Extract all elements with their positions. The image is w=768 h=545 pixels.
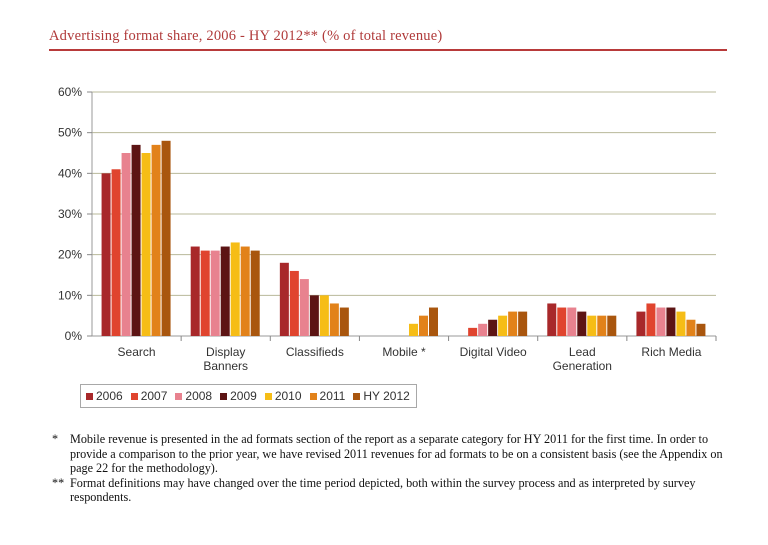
legend-swatch [86,392,93,400]
bar [419,315,428,336]
legend-label: 2010 [274,389,302,403]
bar [220,246,230,336]
y-tick-label: 20% [58,248,82,262]
chart-title: Advertising format share, 2006 - HY 2012… [49,28,443,44]
y-tick-label: 50% [58,126,82,140]
footnotes: * Mobile revenue is presented in the ad f… [52,432,732,505]
x-tick-label: Lead [569,345,596,359]
x-tick-label: Digital Video [460,345,527,359]
bar [518,311,528,336]
y-tick-label: 10% [58,288,82,302]
cropped-header-text [130,0,590,4]
bar [676,311,686,336]
chart-legend: 2006 2007 2008 2009 2010 2011 HY 2012 [80,384,417,408]
bars [101,140,706,336]
gridlines [91,91,716,337]
bar [567,307,577,336]
footnote-marker: * [52,432,59,446]
legend-item: 2006 [86,389,123,403]
bar [686,319,696,336]
legend-label: 2011 [319,389,346,403]
bar [478,323,488,336]
footnote: ** Format definitions may have changed ov… [52,476,732,505]
x-tick-label: Display [206,345,245,359]
bar [190,246,200,336]
bar [607,315,617,336]
bar [577,311,587,336]
bar [468,327,478,336]
legend-label: 2006 [96,389,123,403]
x-tick-label: Banners [203,359,248,373]
bar [696,323,706,336]
legend-swatch [309,392,317,400]
bar [587,315,597,336]
bar [250,250,260,336]
bar [329,303,339,336]
y-axis-ticks: 0% 10% 20% 30% 40% 50% 60% [58,85,92,343]
bar [498,315,508,336]
legend-item: 2011 [309,389,346,403]
bar [210,250,220,336]
y-tick-label: 40% [58,166,82,180]
bar [339,307,349,336]
bar [547,303,557,336]
bar [131,144,141,336]
bar [646,303,656,336]
bar [151,144,161,336]
bar [656,307,666,336]
legend-swatch [130,392,138,400]
legend-label: 2007 [140,389,168,403]
footnote-text: Format definitions may have changed over… [70,475,696,505]
bar [240,246,250,336]
legend-swatch [175,392,183,400]
bar [121,153,131,336]
legend-item: HY 2012 [353,389,410,403]
footnote-text: Mobile revenue is presented in the ad fo… [70,432,723,476]
footnote: * Mobile revenue is presented in the ad f… [52,432,732,476]
bar [508,311,518,336]
bar [429,307,438,336]
bar [666,307,676,336]
bar [111,169,121,336]
bar [319,295,329,336]
bar [488,319,498,336]
bar [230,242,240,336]
x-tick-label: Search [118,345,156,359]
bar [279,262,289,336]
bar [200,250,210,336]
bar [597,315,607,336]
bar [636,311,646,336]
x-tick-label: Classifieds [286,345,344,359]
bar [289,270,299,336]
bar [557,307,567,336]
bar [409,323,418,336]
bar [141,153,151,336]
legend-swatch [353,392,361,400]
legend-item: 2008 [175,389,212,403]
bar [161,140,171,336]
bar [101,173,111,336]
footnote-marker: ** [52,475,65,490]
legend-label: 2009 [230,389,257,403]
bar [299,279,309,336]
legend-label: HY 2012 [363,389,410,403]
legend-item: 2010 [264,389,302,403]
bar-chart: 0% 10% 20% 30% 40% 50% 60% Search DisplayBanner… [58,85,717,373]
legend-item: 2007 [130,389,168,403]
legend-swatch [220,392,228,400]
y-tick-label: 0% [65,329,83,343]
title-divider [49,49,727,51]
legend-item: 2009 [220,389,257,403]
x-tick-label: Rich Media [641,345,701,359]
y-tick-label: 60% [58,85,82,99]
x-tick-label: Generation [553,359,612,373]
y-tick-label: 30% [58,207,82,221]
bar [309,295,319,336]
legend-swatch [264,392,272,400]
x-tick-label: Mobile * [382,345,426,359]
legend-label: 2008 [185,389,213,403]
